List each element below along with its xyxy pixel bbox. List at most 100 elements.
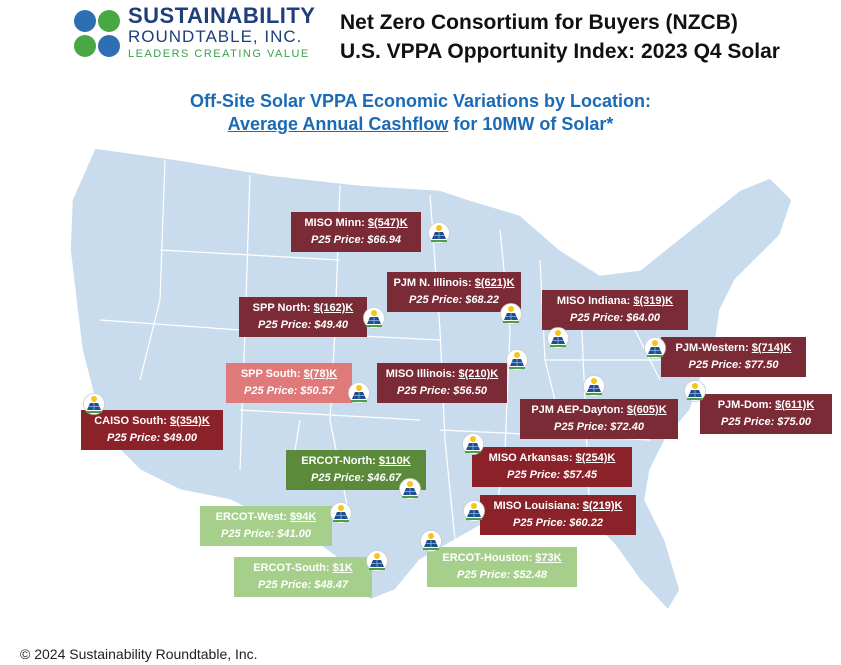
price-label: P25 Price:: [311, 234, 368, 246]
region-spp-north: SPP North: $(162)K P25 Price: $49.40: [239, 297, 367, 337]
region-name: ERCOT-North:: [301, 455, 379, 467]
copyright-notice: © 2024 Sustainability Roundtable, Inc.: [20, 646, 258, 662]
price-label: P25 Price:: [554, 421, 611, 433]
logo-wordmark: SUSTAINABILITY ROUNDTABLE, INC. LEADERS …: [128, 3, 316, 61]
region-pjm-n-illinois: PJM N. Illinois: $(621)K P25 Price: $68.…: [387, 272, 521, 312]
solar-panel-icon: [583, 375, 605, 397]
region-name: PJM-Dom:: [717, 399, 776, 411]
price-label: P25 Price:: [244, 385, 301, 397]
region-name: MISO Louisiana:: [493, 500, 583, 512]
region-value: $(162)K: [313, 302, 354, 314]
solar-panel-icon: [428, 222, 450, 244]
region-ercot-south: ERCOT-South: $1K P25 Price: $48.47: [234, 557, 372, 597]
region-value: $110K: [378, 455, 411, 467]
region-price: $41.00: [277, 528, 311, 540]
region-name: PJM-Western:: [675, 342, 752, 354]
solar-panel-icon: [463, 500, 485, 522]
region-ercot-houston: ERCOT-Houston: $73K P25 Price: $52.48: [427, 547, 577, 587]
region-value: $73K: [535, 552, 562, 564]
region-miso-illinois: MISO Illinois: $(210)K P25 Price: $56.50: [377, 363, 507, 403]
company-logo: SUSTAINABILITY ROUNDTABLE, INC. LEADERS …: [72, 3, 316, 68]
price-label: P25 Price:: [397, 385, 454, 397]
region-spp-south: SPP South: $(78)K P25 Price: $50.57: [226, 363, 352, 403]
region-price: $75.00: [777, 416, 811, 428]
logo-line-3: LEADERS CREATING VALUE: [128, 48, 310, 60]
price-label: P25 Price:: [457, 569, 514, 581]
region-price: $77.50: [744, 359, 779, 371]
region-value: $(714)K: [751, 342, 792, 354]
region-miso-arkansas: MISO Arkansas: $(254)K P25 Price: $57.45: [472, 447, 632, 487]
solar-panel-icon: [506, 349, 528, 371]
solar-panel-icon: [420, 530, 442, 552]
region-name: ERCOT-South:: [253, 562, 333, 574]
region-price: $48.47: [314, 579, 348, 591]
region-value: $(621)K: [474, 277, 515, 289]
title-line-1: Net Zero Consortium for Buyers (NZCB): [340, 11, 738, 34]
price-label: P25 Price:: [688, 359, 745, 371]
region-value: $(219)K: [582, 500, 623, 512]
price-label: P25 Price:: [570, 312, 627, 324]
region-price: $72.40: [610, 421, 644, 433]
region-name: SPP North:: [252, 302, 314, 314]
region-value: $1K: [332, 562, 353, 574]
map-subtitle: Off-Site Solar VPPA Economic Variations …: [0, 90, 841, 136]
region-name: PJM AEP-Dayton:: [531, 404, 627, 416]
region-name: MISO Arkansas:: [488, 452, 576, 464]
region-price: $60.22: [569, 517, 603, 529]
region-caiso-south: CAISO South: $(354)K P25 Price: $49.00: [81, 410, 223, 450]
page-title: Net Zero Consortium for Buyers (NZCB) U.…: [340, 8, 780, 66]
region-name: ERCOT-West:: [215, 511, 291, 523]
solar-panel-icon: [500, 303, 522, 325]
subtitle-rest: for 10MW of Solar*: [448, 114, 614, 134]
region-price: $68.22: [465, 294, 499, 306]
region-price: $49.00: [163, 432, 197, 444]
region-value: $(78)K: [303, 368, 338, 380]
solar-panel-icon: [462, 433, 484, 455]
price-label: P25 Price:: [107, 432, 164, 444]
region-pjm-aep-dayton: PJM AEP-Dayton: $(605)K P25 Price: $72.4…: [520, 399, 678, 439]
price-label: P25 Price:: [221, 528, 278, 540]
region-ercot-west: ERCOT-West: $94K P25 Price: $41.00: [200, 506, 332, 546]
solar-panel-icon: [547, 327, 569, 349]
price-label: P25 Price:: [311, 472, 368, 484]
region-value: $(210)K: [458, 368, 499, 380]
price-label: P25 Price:: [409, 294, 466, 306]
region-value: $(354)K: [170, 415, 210, 427]
price-label: P25 Price:: [258, 319, 315, 331]
region-price: $52.48: [513, 569, 547, 581]
region-price: $46.67: [367, 472, 401, 484]
region-value: $(547)K: [367, 217, 408, 229]
region-price: $56.50: [453, 385, 487, 397]
price-label: P25 Price:: [258, 579, 315, 591]
region-value: $94K: [290, 511, 317, 523]
region-value: $(611)K: [775, 399, 815, 411]
title-line-2: U.S. VPPA Opportunity Index: 2023 Q4 Sol…: [340, 40, 780, 63]
region-name: CAISO South:: [94, 415, 171, 427]
region-name: MISO Minn:: [304, 217, 368, 229]
region-value: $(254)K: [575, 452, 616, 464]
solar-panel-icon: [363, 307, 385, 329]
region-name: SPP South:: [240, 368, 304, 380]
price-label: P25 Price:: [507, 469, 564, 481]
solar-panel-icon: [330, 502, 352, 524]
solar-panel-icon: [644, 337, 666, 359]
region-name: MISO Indiana:: [556, 295, 634, 307]
region-name: PJM N. Illinois:: [393, 277, 475, 289]
subtitle-underlined: Average Annual Cashflow: [227, 114, 449, 134]
region-price: $57.45: [563, 469, 597, 481]
price-label: P25 Price:: [721, 416, 778, 428]
region-price: $64.00: [626, 312, 660, 324]
solar-panel-icon: [366, 550, 388, 572]
region-miso-louisiana: MISO Louisiana: $(219)K P25 Price: $60.2…: [480, 495, 636, 535]
region-price: $50.57: [300, 385, 334, 397]
region-value: $(605)K: [626, 404, 667, 416]
region-pjm-dom: PJM-Dom: $(611)K P25 Price: $75.00: [700, 394, 832, 434]
logo-line-1: SUSTAINABILITY: [128, 3, 316, 28]
solar-panel-icon: [399, 478, 421, 500]
region-name: MISO Illinois:: [385, 368, 459, 380]
solar-panel-icon: [83, 393, 105, 415]
region-price: $66.94: [367, 234, 401, 246]
subtitle-line-1: Off-Site Solar VPPA Economic Variations …: [189, 91, 652, 111]
region-miso-indiana: MISO Indiana: $(319)K P25 Price: $64.00: [542, 290, 688, 330]
logo-line-2: ROUNDTABLE, INC.: [128, 27, 303, 46]
